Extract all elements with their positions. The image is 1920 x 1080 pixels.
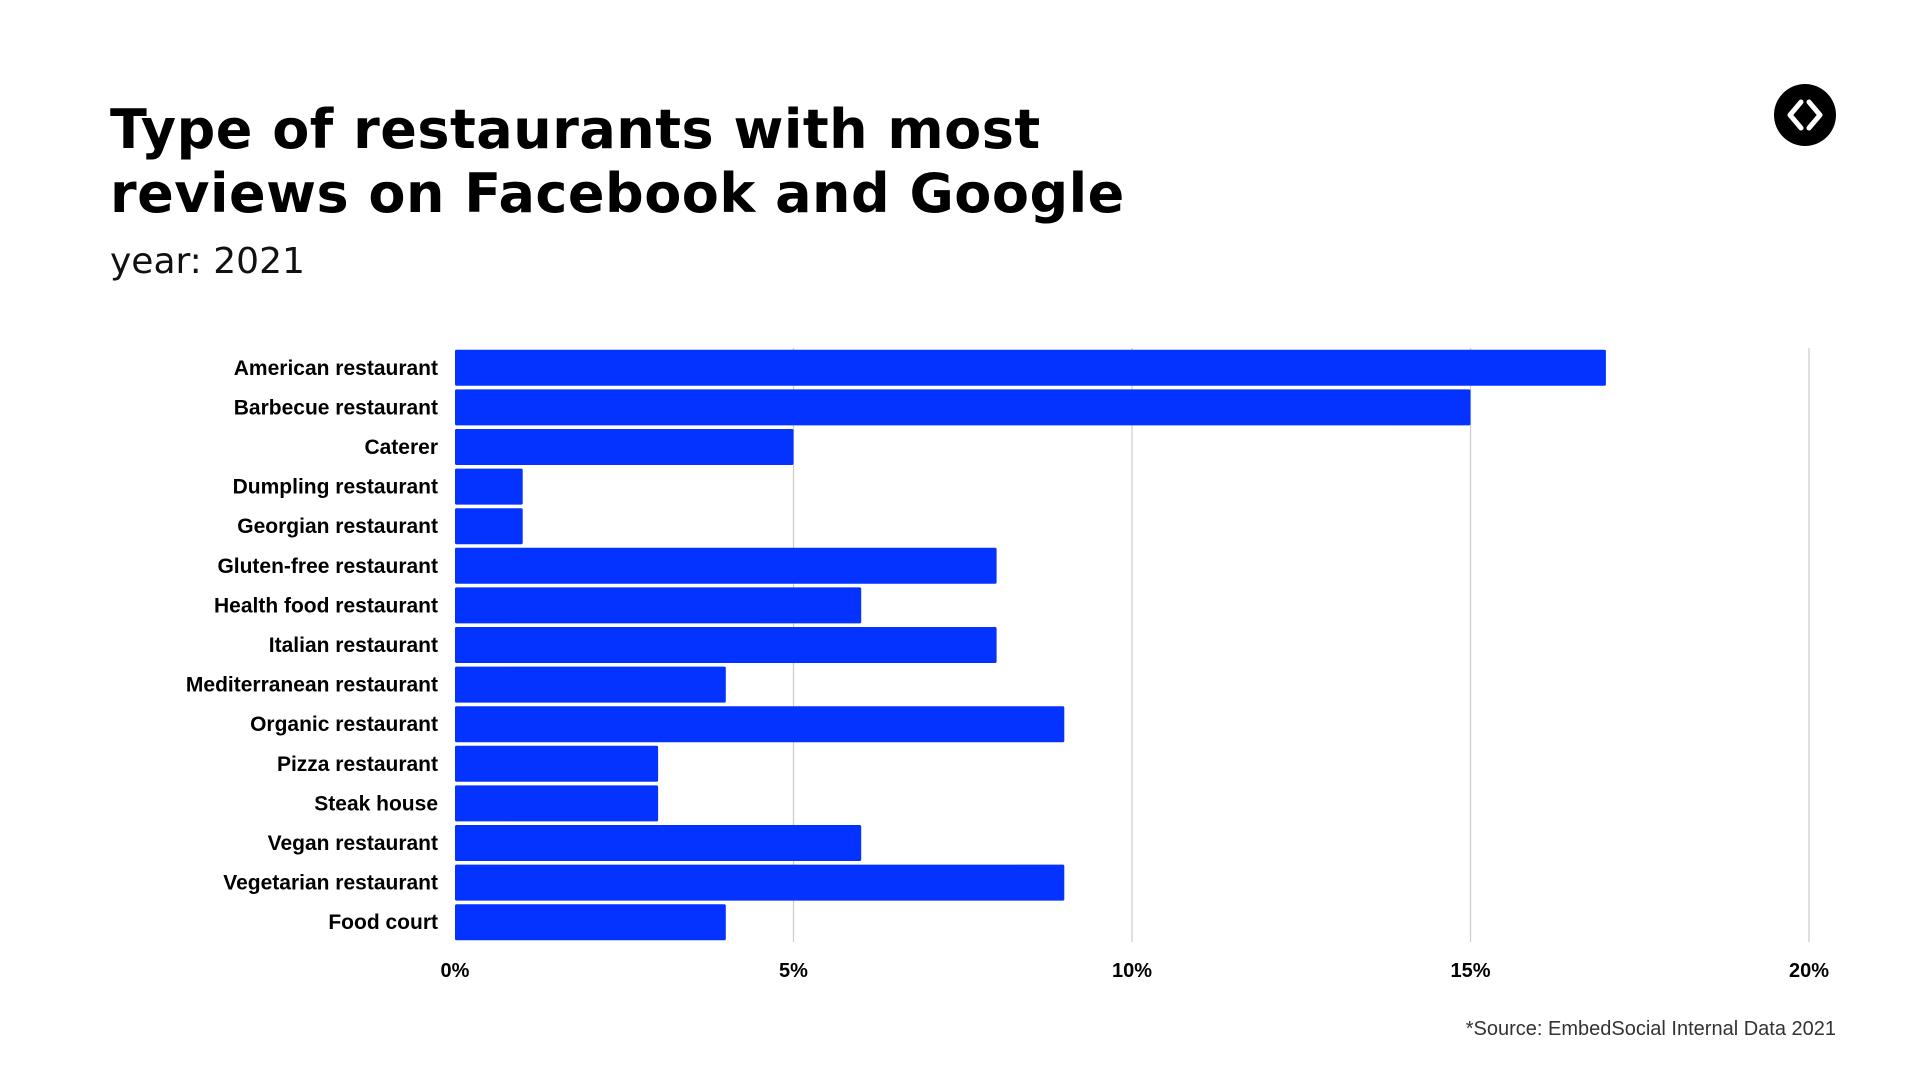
category-label: Organic restaurant	[250, 713, 438, 736]
bar	[455, 666, 726, 703]
bar	[455, 864, 1065, 901]
chart-subtitle: year: 2021	[110, 241, 305, 282]
category-label: Health food restaurant	[214, 594, 438, 617]
bar	[455, 904, 726, 941]
bar	[455, 785, 659, 822]
bar-chart: American restaurant Barbecue restaurant Ca…	[186, 348, 1830, 980]
bar	[455, 349, 1606, 386]
category-label: Dumpling restaurant	[233, 476, 438, 499]
x-tick-label: 5%	[779, 960, 808, 980]
bar	[455, 706, 1065, 743]
x-tick-label: 15%	[1450, 960, 1490, 980]
category-label: Gluten-free restaurant	[217, 555, 438, 578]
category-label: Georgian restaurant	[237, 515, 438, 538]
category-label: Pizza restaurant	[277, 753, 438, 776]
bars	[455, 349, 1606, 941]
x-axis-ticks: 0% 5% 10% 15% 20%	[441, 960, 1830, 980]
bar	[455, 389, 1471, 426]
chart-title: Type of restaurants with most reviews on …	[110, 98, 1125, 225]
category-label: Italian restaurant	[269, 634, 438, 657]
bar	[455, 825, 862, 861]
category-label: Vegetarian restaurant	[223, 872, 438, 895]
category-label: Caterer	[364, 436, 438, 459]
bar	[455, 627, 997, 663]
bar	[455, 745, 659, 782]
bar	[455, 547, 997, 584]
source-note: *Source: EmbedSocial Internal Data 2021	[1465, 1018, 1836, 1040]
category-labels: American restaurant Barbecue restaurant Ca…	[186, 357, 438, 934]
category-label: Steak house	[314, 792, 438, 815]
category-label: Food court	[328, 911, 438, 934]
bar	[455, 468, 523, 505]
x-tick-label: 10%	[1112, 960, 1152, 980]
x-tick-label: 0%	[441, 960, 470, 980]
bar	[455, 508, 523, 545]
category-label: Barbecue restaurant	[234, 396, 438, 419]
x-tick-label: 20%	[1789, 960, 1829, 980]
brand-logo-icon	[1774, 84, 1836, 146]
category-label: Mediterranean restaurant	[186, 674, 438, 697]
category-label: Vegan restaurant	[268, 832, 438, 855]
bar	[455, 429, 794, 465]
category-label: American restaurant	[234, 357, 438, 380]
bar	[455, 587, 862, 624]
